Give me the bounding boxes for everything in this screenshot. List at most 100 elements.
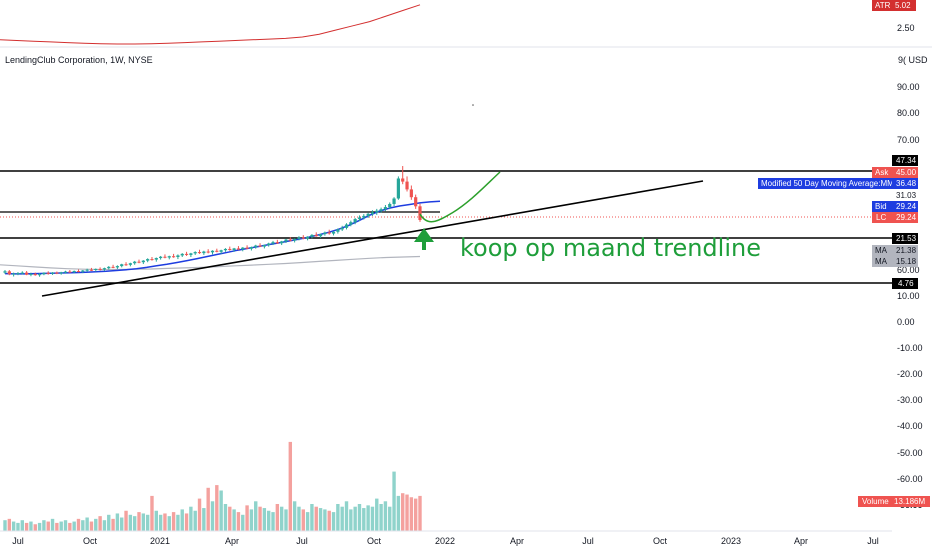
- volume-bar: [236, 512, 241, 531]
- buy-arrow-icon: [414, 228, 434, 250]
- volume-bar: [33, 524, 37, 531]
- candle-body: [50, 272, 55, 274]
- volume-bar: [297, 506, 301, 531]
- candle-body: [94, 268, 98, 270]
- volume-bar: [128, 514, 133, 531]
- price-axis-top-label: 9( USD: [898, 55, 928, 65]
- ma1-value-badge: [892, 245, 918, 256]
- volume-bar: [124, 510, 128, 531]
- price-tick: -20.00: [897, 369, 923, 379]
- candle-body: [111, 266, 115, 268]
- lc-value-badge: [892, 212, 918, 223]
- ma2-label-badge: [872, 256, 892, 267]
- candle-body: [336, 229, 340, 232]
- candle-body: [33, 273, 37, 276]
- volume-bar: [37, 522, 42, 531]
- volume-bar: [223, 504, 228, 531]
- volume-bar: [249, 509, 254, 531]
- candle-body: [392, 198, 396, 204]
- candle-body: [297, 237, 301, 239]
- candle-body: [267, 243, 271, 246]
- candle-body: [409, 189, 413, 198]
- volume-bar: [275, 504, 280, 531]
- candle-body: [327, 232, 331, 234]
- volume-bar: [7, 518, 12, 531]
- volume-bar: [46, 521, 50, 531]
- volume-bar: [279, 506, 284, 531]
- ask-label: Ask: [875, 168, 889, 177]
- candle-body: [124, 264, 128, 266]
- stray-dot: [472, 104, 474, 106]
- candle-body: [206, 251, 210, 253]
- candle-body: [418, 206, 422, 220]
- volume-bar: [81, 520, 85, 531]
- volume-label: Volume: [862, 497, 889, 506]
- price-tick: 0.00: [897, 317, 915, 327]
- price-tick: -40.00: [897, 421, 923, 431]
- volume-bar: [318, 508, 323, 531]
- ma1-label-badge: [872, 245, 892, 256]
- volume-bar: [362, 508, 366, 531]
- candle-body: [375, 210, 379, 213]
- x-tick: Jul: [296, 536, 308, 546]
- candle-body: [193, 252, 197, 254]
- low-badge: [892, 278, 918, 289]
- volume-bar: [150, 495, 154, 531]
- volume-bar: [353, 506, 357, 531]
- candle-body: [189, 253, 193, 255]
- volume-bar: [163, 513, 167, 531]
- candle-body: [340, 227, 344, 230]
- volume-bar: [94, 518, 98, 531]
- candle-body: [366, 213, 370, 216]
- volume-bar: [55, 522, 59, 531]
- volume-bar: [107, 514, 111, 531]
- volume-bar: [29, 521, 33, 531]
- candle-body: [344, 224, 349, 228]
- volume-bar: [314, 506, 318, 531]
- volume-bar: [85, 517, 89, 531]
- candle-body: [349, 222, 353, 225]
- candle-body: [16, 273, 20, 275]
- trendline: [41, 180, 704, 297]
- volume-bar: [210, 501, 215, 531]
- ma2-label: MA: [875, 257, 888, 266]
- candle-body: [405, 181, 409, 190]
- volume-bar: [202, 508, 206, 531]
- volume-bar: [154, 510, 159, 531]
- candle-body: [3, 271, 7, 273]
- x-tick: 2023: [721, 536, 741, 546]
- volume-bar: [331, 512, 336, 531]
- candle-body: [29, 273, 33, 275]
- volume-bar: [266, 510, 271, 531]
- volume-bar: [215, 485, 219, 531]
- mma-value: 36.48: [896, 179, 917, 188]
- volume-bar: [327, 510, 331, 531]
- support-value: 21.53: [896, 234, 917, 243]
- volume-bar: [24, 522, 29, 531]
- candle-body: [288, 239, 292, 241]
- candle-body: [154, 258, 158, 260]
- volume-bar: [76, 518, 81, 531]
- candle-body: [72, 271, 76, 273]
- atr-badge-label: ATR: [875, 1, 891, 10]
- candle-body: [76, 271, 81, 273]
- volume-bars: [3, 441, 422, 531]
- candle-body: [137, 261, 141, 263]
- candle-body: [202, 251, 206, 254]
- ask-value-badge: [892, 167, 918, 178]
- chart-title: LendingClub Corporation, 1W, NYSE: [5, 55, 153, 65]
- volume-bar: [72, 521, 76, 531]
- candle-body: [37, 274, 42, 276]
- mma-label: Modified 50 Day Moving Average:MMA: [761, 179, 900, 188]
- volume-bar: [206, 487, 210, 531]
- volume-bar: [357, 504, 362, 531]
- candle-body: [228, 248, 232, 250]
- candle-body: [323, 232, 327, 235]
- x-tick: Jul: [582, 536, 594, 546]
- volume-bar: [241, 514, 245, 531]
- candle-body: [81, 270, 85, 272]
- bid-value: 29.24: [896, 202, 917, 211]
- volume-bar: [392, 471, 396, 531]
- volume-bar: [366, 505, 370, 531]
- horizontal-lines: [0, 170, 892, 284]
